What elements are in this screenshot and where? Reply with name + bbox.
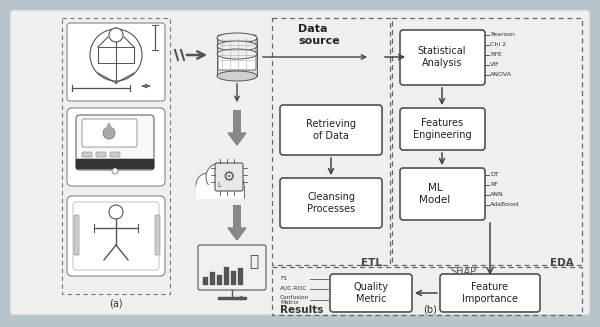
Text: DT: DT: [490, 173, 499, 178]
Polygon shape: [228, 133, 246, 145]
FancyBboxPatch shape: [76, 159, 154, 169]
FancyBboxPatch shape: [67, 108, 165, 186]
FancyBboxPatch shape: [74, 215, 79, 255]
Polygon shape: [218, 297, 246, 299]
FancyBboxPatch shape: [96, 152, 106, 157]
FancyBboxPatch shape: [330, 274, 412, 312]
Ellipse shape: [217, 49, 257, 59]
Text: Statistical
Analysis: Statistical Analysis: [418, 46, 466, 68]
Circle shape: [109, 205, 123, 219]
Text: Results: Results: [280, 305, 323, 315]
Polygon shape: [228, 228, 246, 240]
FancyBboxPatch shape: [400, 30, 485, 85]
Bar: [233, 110, 241, 133]
Ellipse shape: [217, 71, 257, 81]
FancyBboxPatch shape: [215, 163, 243, 191]
Text: L: L: [217, 182, 221, 188]
FancyBboxPatch shape: [198, 245, 266, 290]
Text: ANN: ANN: [490, 193, 504, 198]
Text: Quality
Metric: Quality Metric: [353, 282, 389, 304]
Ellipse shape: [217, 41, 257, 51]
Circle shape: [103, 127, 115, 139]
Circle shape: [206, 163, 234, 191]
Text: (a): (a): [109, 298, 123, 308]
Text: EDA: EDA: [550, 258, 574, 268]
FancyBboxPatch shape: [67, 23, 165, 101]
Text: F1: F1: [280, 277, 287, 282]
FancyBboxPatch shape: [400, 168, 485, 220]
Circle shape: [109, 28, 123, 42]
Text: Pearson: Pearson: [490, 32, 515, 38]
Bar: [203, 277, 208, 285]
Text: Confusion
Matrix: Confusion Matrix: [280, 295, 309, 305]
FancyBboxPatch shape: [218, 35, 256, 70]
FancyBboxPatch shape: [10, 10, 590, 315]
Text: SHAP: SHAP: [450, 267, 476, 277]
Bar: [217, 38, 257, 76]
FancyBboxPatch shape: [155, 215, 160, 255]
Bar: [210, 272, 215, 285]
FancyBboxPatch shape: [82, 152, 92, 157]
Bar: [272, 267, 582, 315]
Circle shape: [90, 29, 142, 81]
FancyBboxPatch shape: [82, 119, 137, 147]
Text: ⚙: ⚙: [223, 170, 235, 184]
Bar: [392, 18, 582, 265]
Text: Data
source: Data source: [298, 24, 340, 46]
Text: Retrieving
of Data: Retrieving of Data: [306, 119, 356, 141]
FancyBboxPatch shape: [67, 196, 165, 276]
Bar: [233, 205, 241, 228]
FancyBboxPatch shape: [280, 105, 382, 155]
Circle shape: [196, 173, 220, 197]
Text: RFE: RFE: [490, 53, 502, 58]
Text: RF: RF: [490, 182, 498, 187]
Text: ANOVA: ANOVA: [490, 73, 512, 77]
Bar: [238, 268, 243, 285]
FancyBboxPatch shape: [73, 202, 159, 270]
Bar: [196, 186, 244, 198]
Bar: [224, 267, 229, 285]
Circle shape: [220, 173, 244, 197]
Bar: [62, 18, 170, 294]
Polygon shape: [104, 123, 114, 133]
Text: ETL: ETL: [361, 258, 382, 268]
Bar: [217, 275, 222, 285]
Text: Chi 2: Chi 2: [490, 43, 506, 47]
FancyBboxPatch shape: [110, 152, 120, 157]
Bar: [272, 18, 390, 265]
Bar: [196, 185, 244, 199]
Text: AdaBoost: AdaBoost: [490, 202, 520, 208]
Bar: [231, 271, 236, 285]
FancyBboxPatch shape: [400, 108, 485, 150]
Text: VIF: VIF: [490, 62, 500, 67]
Circle shape: [112, 168, 118, 174]
Text: Features
Engineering: Features Engineering: [413, 118, 472, 140]
Text: Cleansing
Processes: Cleansing Processes: [307, 192, 355, 214]
Text: (b): (b): [423, 305, 437, 315]
Text: ML
Model: ML Model: [419, 183, 451, 205]
Text: AUC-ROC: AUC-ROC: [280, 286, 307, 291]
Text: 🔍: 🔍: [250, 254, 259, 269]
Ellipse shape: [217, 33, 257, 43]
Text: Feature
Importance: Feature Importance: [462, 282, 518, 304]
FancyBboxPatch shape: [76, 115, 154, 170]
FancyBboxPatch shape: [440, 274, 540, 312]
FancyBboxPatch shape: [280, 178, 382, 228]
